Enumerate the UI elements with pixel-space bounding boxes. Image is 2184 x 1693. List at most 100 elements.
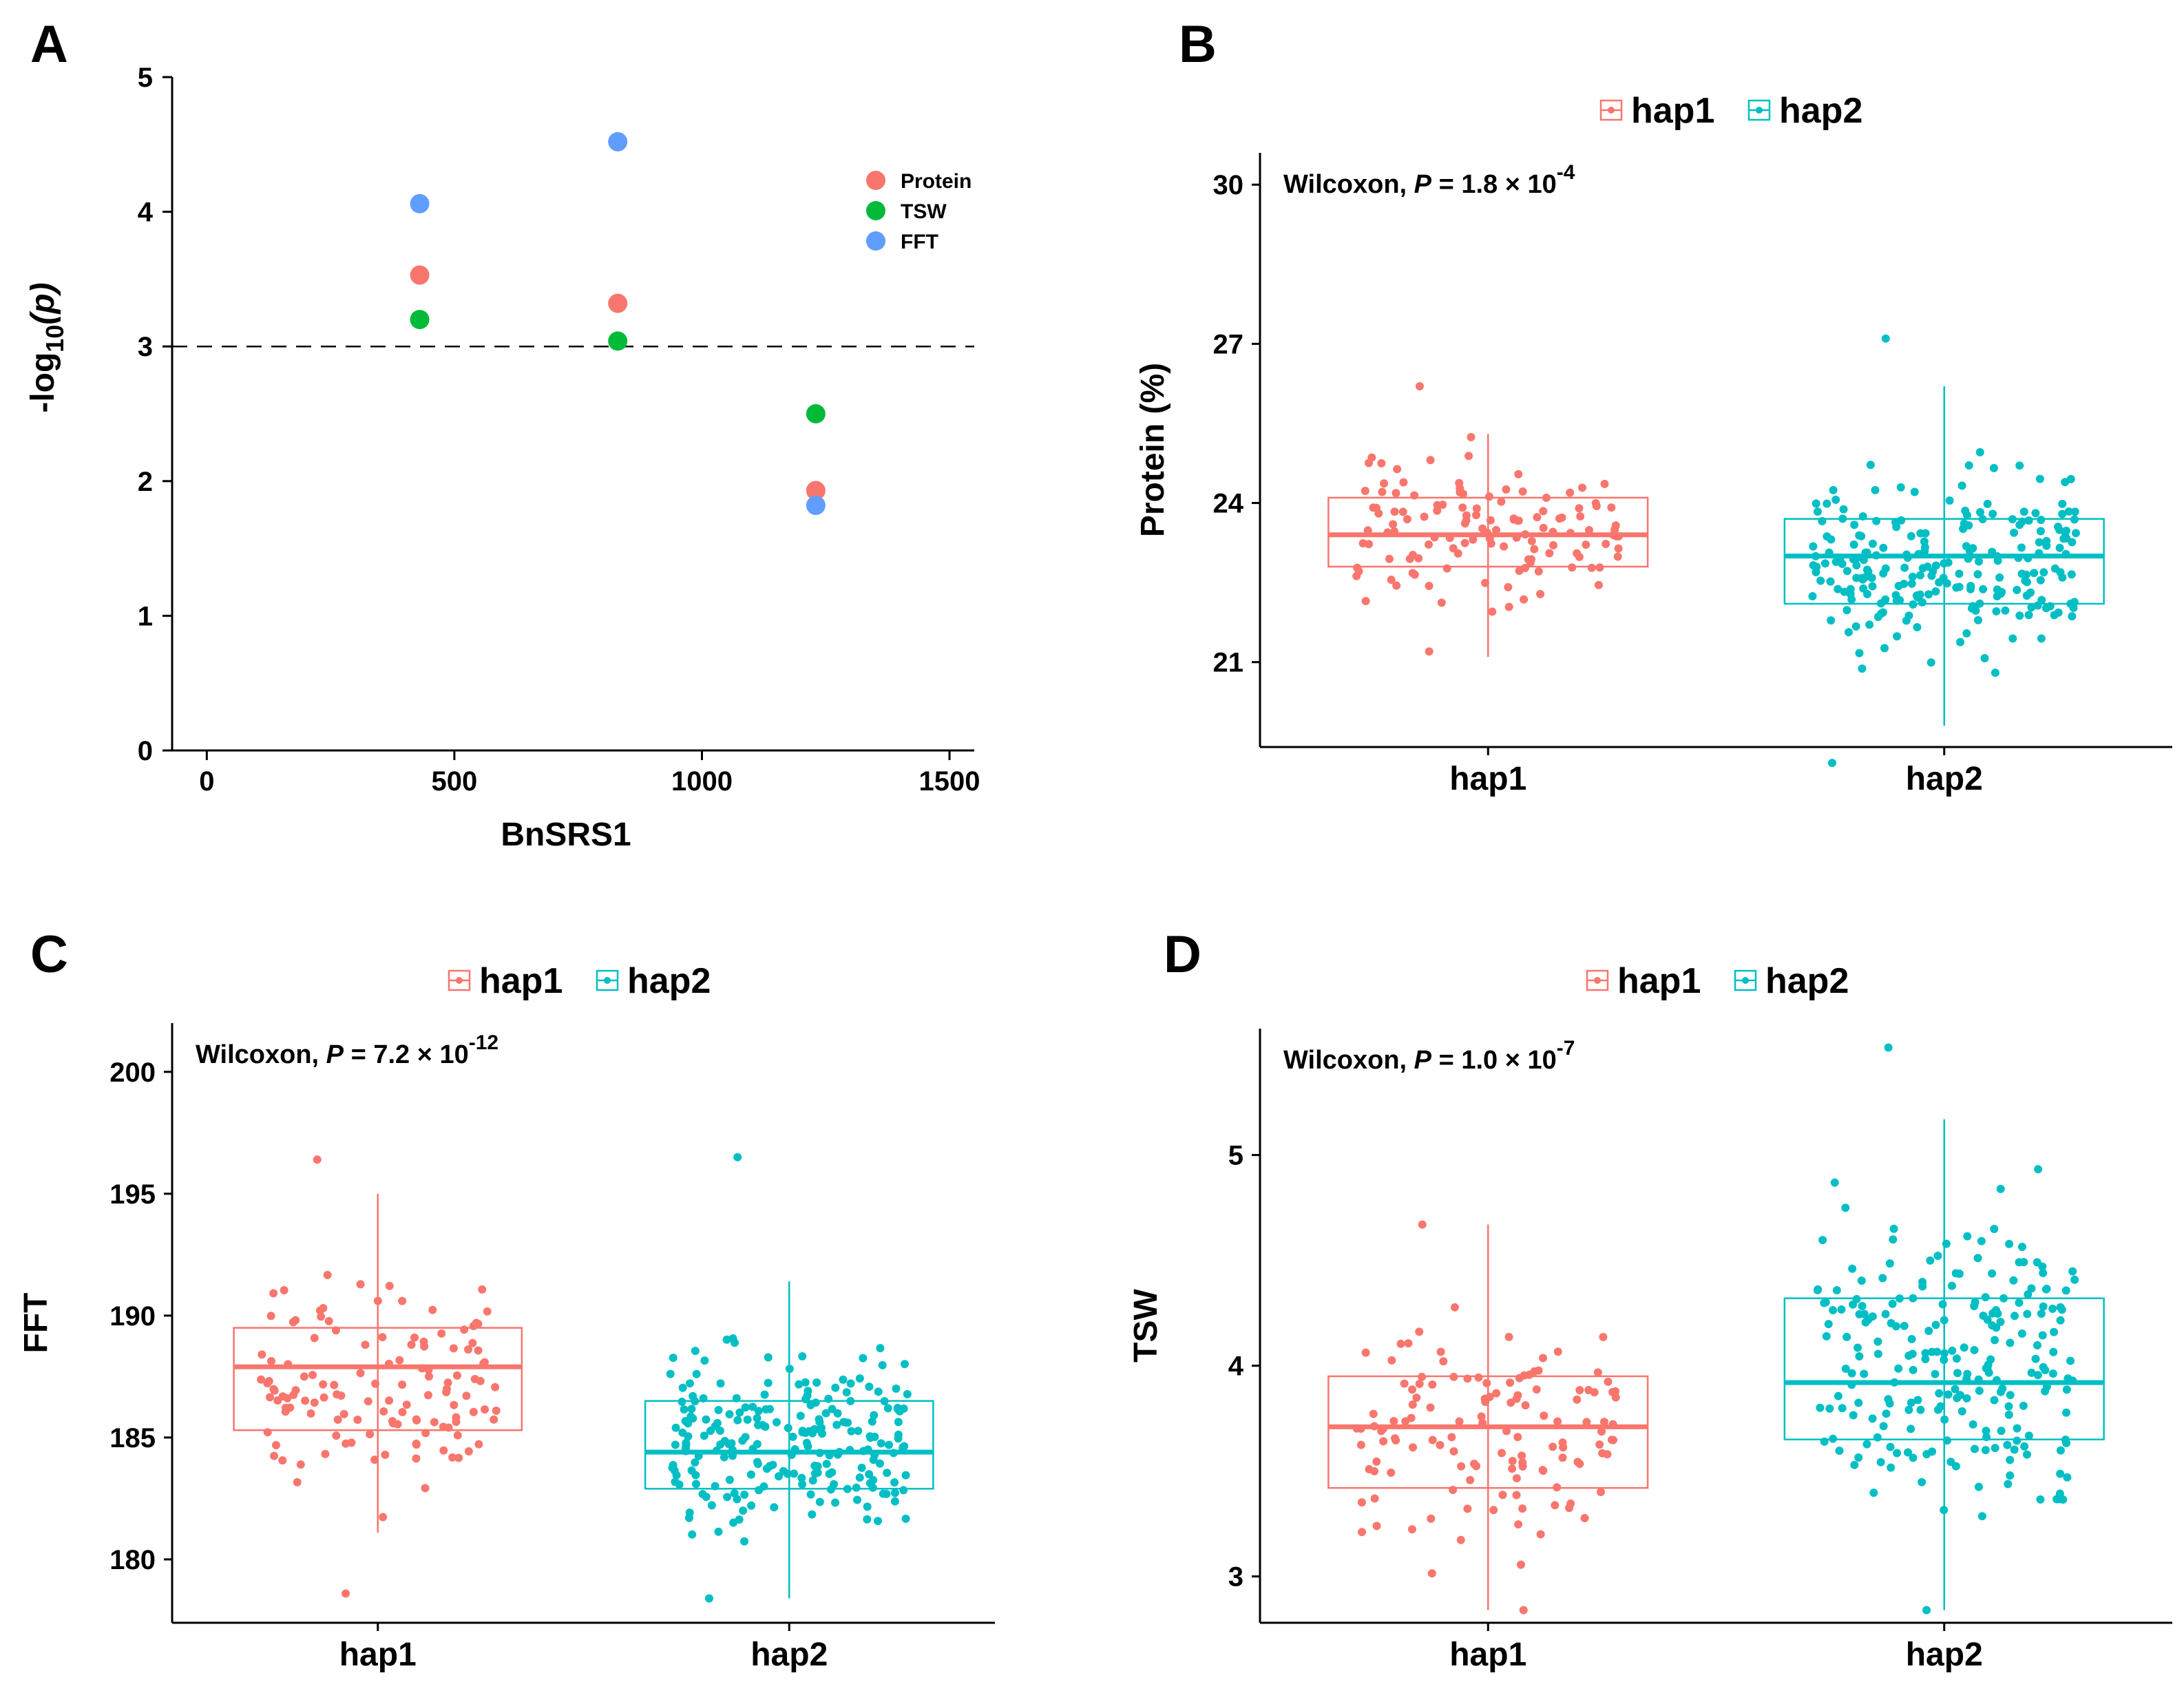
data-point-hap2 — [1847, 595, 1856, 604]
data-point-hap2 — [2017, 569, 2026, 578]
data-point-hap2 — [753, 1413, 762, 1422]
data-point-hap2 — [1903, 1448, 1912, 1457]
data-point-hap2 — [743, 1415, 752, 1424]
data-point-hap2 — [1884, 1395, 1893, 1404]
data-point-hap2 — [1981, 1293, 1990, 1302]
data-point-hap2 — [1827, 535, 1836, 544]
data-point-hap2 — [868, 1417, 876, 1426]
data-point-hap1 — [1597, 1487, 1606, 1496]
data-point-hap2 — [899, 1442, 907, 1451]
data-point-hap2 — [1885, 1259, 1894, 1268]
data-point-hap2 — [2005, 1239, 2014, 1248]
stat-exponent: -4 — [1557, 161, 1575, 184]
data-point-hap2 — [1966, 582, 1975, 591]
data-point-hap1 — [1548, 1442, 1557, 1451]
data-point-hap2 — [890, 1478, 899, 1487]
data-point-hap2 — [1982, 1427, 1991, 1436]
data-point-hap1 — [1439, 1357, 1448, 1366]
data-point-hap1 — [1425, 647, 1434, 656]
data-point-hap1 — [1358, 539, 1367, 548]
data-point-hap2 — [2006, 1338, 2015, 1347]
y-tick-label: 180 — [109, 1545, 156, 1575]
data-point-hap1 — [468, 1338, 477, 1347]
data-point-hap2 — [754, 1407, 763, 1416]
data-point-hap2 — [876, 1344, 885, 1353]
data-point-hap2 — [1878, 1274, 1887, 1283]
data-point-hap2 — [2010, 528, 2019, 537]
data-point-hap2 — [1900, 1321, 1909, 1330]
data-point-hap2 — [883, 1404, 892, 1413]
data-point-hap1 — [291, 1386, 300, 1395]
data-point-hap1 — [423, 1391, 432, 1400]
data-point-hap2 — [1992, 1306, 2001, 1315]
data-point-hap1 — [1602, 540, 1610, 549]
panel-b: B hap1 hap2 21 24 27 30 hap1 hap2 Protein (%) Wil… — [1135, 15, 2172, 797]
data-point-hap2 — [1880, 644, 1889, 653]
data-point-hap1 — [1576, 512, 1585, 521]
y-tick-label: 195 — [109, 1179, 156, 1210]
data-point-hap1 — [1453, 549, 1462, 558]
data-point-hap2 — [1952, 1354, 1961, 1363]
data-point-hap1 — [361, 1340, 370, 1349]
data-point-hap2 — [1913, 1396, 1922, 1405]
data-point-hap2 — [1889, 1224, 1898, 1233]
data-point-hap2 — [900, 1360, 909, 1369]
y-tick-label: 1 — [138, 601, 153, 631]
data-point-hap2 — [2031, 509, 2040, 518]
data-point-hap2 — [1858, 664, 1867, 673]
data-point-hap2 — [2050, 1327, 2059, 1336]
data-point-hap2 — [684, 1419, 693, 1428]
data-point-hap2 — [1879, 543, 1888, 552]
data-point-hap2 — [2037, 1309, 2046, 1318]
y-tick-label: 200 — [109, 1058, 156, 1088]
stat-prefix: Wilcoxon, — [196, 1040, 326, 1069]
data-point-hap2 — [876, 1439, 885, 1448]
legend-key-protein — [866, 171, 885, 190]
data-point-hap1 — [1466, 1475, 1475, 1484]
data-point-hap1 — [448, 1453, 457, 1462]
data-point-hap2 — [1931, 587, 1940, 596]
data-point-hap2 — [788, 1432, 797, 1441]
legend-key-dot — [456, 977, 463, 984]
data-point-hap1 — [364, 1397, 372, 1406]
data-point-hap1 — [491, 1382, 500, 1391]
legend-key-dot — [1742, 977, 1749, 984]
data-point-hap2 — [868, 1483, 877, 1492]
data-point-hap2 — [1955, 582, 1964, 591]
box-hap1 — [233, 1155, 523, 1598]
data-point-hap1 — [1428, 1380, 1437, 1389]
data-point-hap1 — [1389, 1417, 1398, 1426]
legend-label-hap1: hap1 — [1617, 961, 1701, 1001]
data-point-hap2 — [2023, 1310, 2032, 1318]
data-point-hap1 — [1378, 487, 1387, 496]
data-point-hap2 — [1992, 607, 2001, 616]
data-point-hap1 — [478, 1285, 487, 1294]
data-point-hap1 — [1514, 516, 1523, 525]
data-point-hap2 — [1963, 1232, 1972, 1241]
legend-label-hap1: hap1 — [479, 961, 563, 1001]
data-point-hap2 — [1888, 1299, 1897, 1308]
data-point-hap2 — [2048, 1304, 2057, 1313]
data-point-hap2 — [812, 1378, 821, 1387]
data-point-hap2 — [2010, 1312, 2019, 1321]
data-point-hap1 — [1365, 1464, 1374, 1473]
data-point-hap2 — [748, 1402, 757, 1411]
data-point-hap1 — [1614, 544, 1623, 553]
data-point-hap2 — [1808, 592, 1817, 601]
data-point-hap2 — [2068, 612, 2077, 621]
data-point-hap1 — [1582, 1418, 1591, 1427]
data-point-hap2 — [1962, 1394, 1971, 1403]
data-point-hap1 — [464, 1447, 473, 1456]
data-point-hap2 — [1992, 1323, 2001, 1332]
x-tick-label: 1500 — [919, 766, 980, 797]
data-point-hap2 — [1964, 461, 1973, 470]
data-point-hap2 — [1991, 669, 1999, 677]
data-point-hap2 — [855, 1473, 864, 1482]
data-point-hap2 — [2048, 1369, 2057, 1378]
data-point-hap1 — [1514, 470, 1523, 479]
data-point-hap1 — [1420, 512, 1429, 521]
data-point-hap2 — [2055, 543, 2064, 552]
data-point-hap2 — [1834, 1391, 1842, 1400]
data-point-hap2 — [1971, 1444, 1980, 1453]
data-point-hap1 — [308, 1371, 317, 1380]
